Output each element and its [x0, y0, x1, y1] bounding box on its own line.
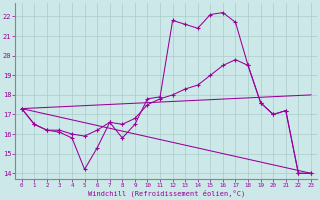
X-axis label: Windchill (Refroidissement éolien,°C): Windchill (Refroidissement éolien,°C): [88, 190, 245, 197]
